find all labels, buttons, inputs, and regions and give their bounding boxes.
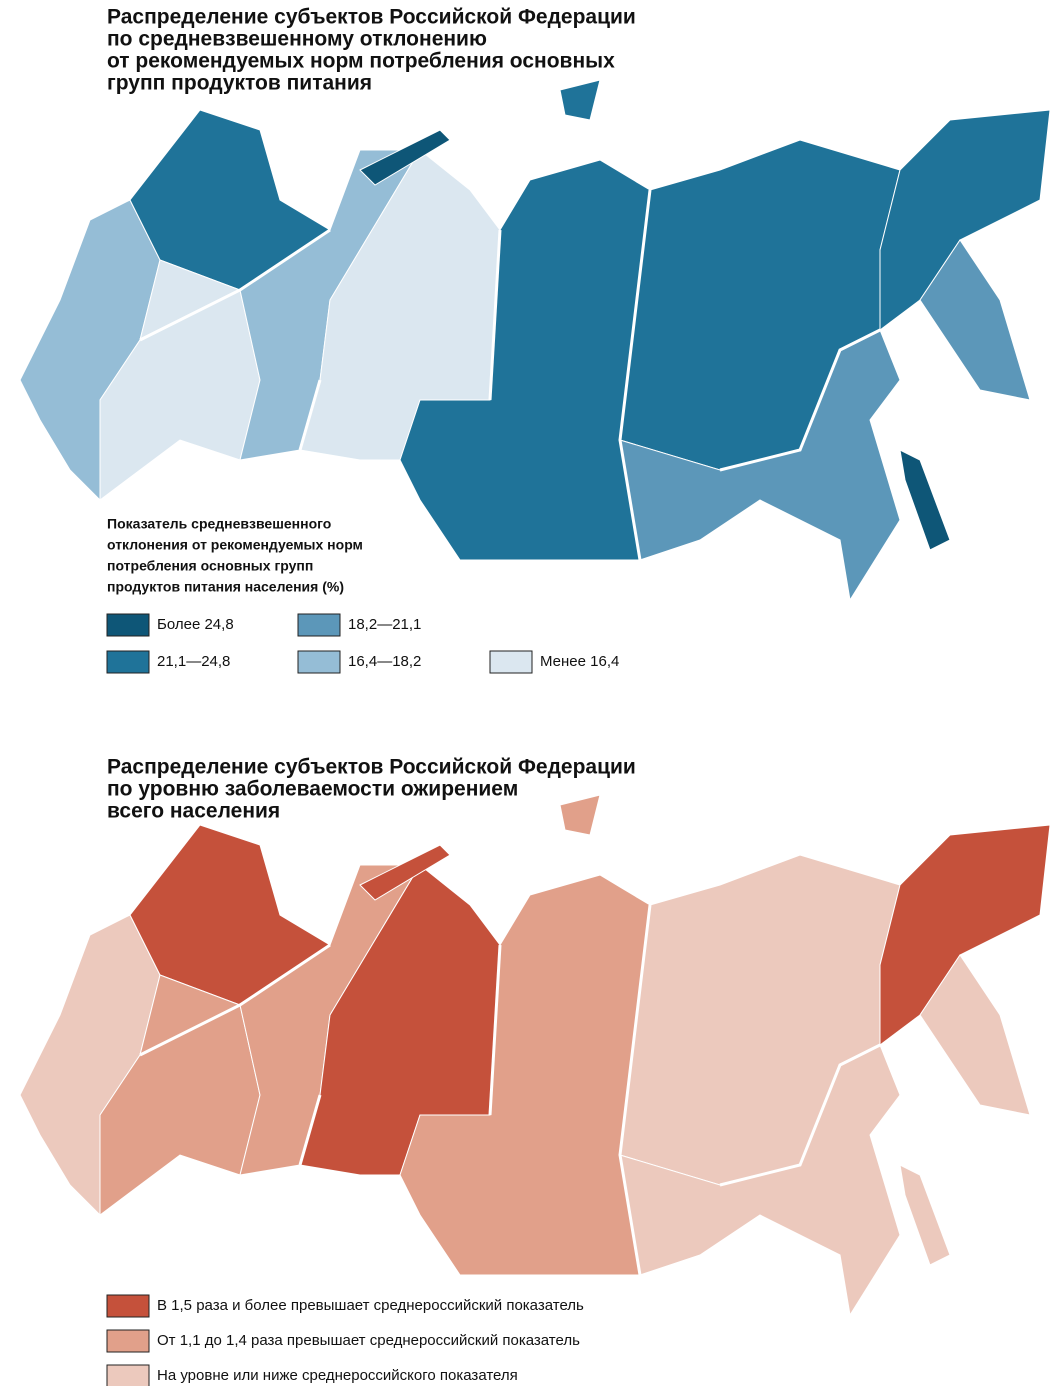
region [919, 954, 1031, 1116]
legend-label: Более 24,8 [157, 616, 234, 633]
legend-swatch [106, 1329, 150, 1353]
district-border [488, 229, 502, 401]
district-border [139, 943, 331, 1057]
region [359, 844, 451, 901]
region [359, 129, 451, 186]
legend-swatch [297, 613, 341, 637]
district-border [719, 328, 881, 472]
map-title: по средневзвешенному отклонению [107, 28, 487, 51]
region [899, 1164, 951, 1266]
district-border [488, 944, 502, 1116]
legend-label: На уровне или ниже среднероссийского пок… [157, 1367, 518, 1384]
region [559, 794, 601, 836]
legend-title: продуктов питания населения (%) [107, 579, 344, 595]
district-border [139, 228, 331, 342]
legend-swatch [106, 613, 150, 637]
legend-label: 21,1—24,8 [157, 653, 230, 670]
legend-swatch [106, 1294, 150, 1318]
legend-title: отклонения от рекомендуемых норм [107, 537, 363, 553]
map-title: Распределение субъектов Российской Федер… [107, 6, 636, 29]
map-title: от рекомендуемых норм потребления основн… [107, 50, 615, 73]
legend-swatch [489, 650, 533, 674]
legend-swatch [106, 1364, 150, 1386]
region [399, 874, 651, 1276]
map-title: групп продуктов питания [107, 72, 372, 95]
district-border [719, 1043, 881, 1187]
district-border [618, 189, 652, 561]
legend-title: потребления основных групп [107, 558, 313, 574]
map [19, 79, 1051, 602]
map-title: всего населения [107, 800, 280, 823]
legend-label: От 1,1 до 1,4 раза превышает среднеросси… [157, 1332, 580, 1349]
district-border [298, 1094, 322, 1166]
map-title: Распределение субъектов Российской Федер… [107, 756, 636, 779]
legend-label: 18,2—21,1 [348, 616, 421, 633]
region [559, 79, 601, 121]
district-border [618, 904, 652, 1276]
legend-swatch [106, 650, 150, 674]
legend-title: Показатель средневзвешенного [107, 516, 331, 532]
legend-swatch [297, 650, 341, 674]
map-title: по уровню заболеваемости ожирением [107, 778, 518, 801]
region [399, 159, 651, 561]
legend-label: Менее 16,4 [540, 653, 619, 670]
legend-label: 16,4—18,2 [348, 653, 421, 670]
district-border [298, 379, 322, 451]
region [899, 449, 951, 551]
map [19, 794, 1051, 1317]
region [919, 239, 1031, 401]
legend-label: В 1,5 раза и более превышает среднеросси… [157, 1297, 584, 1314]
